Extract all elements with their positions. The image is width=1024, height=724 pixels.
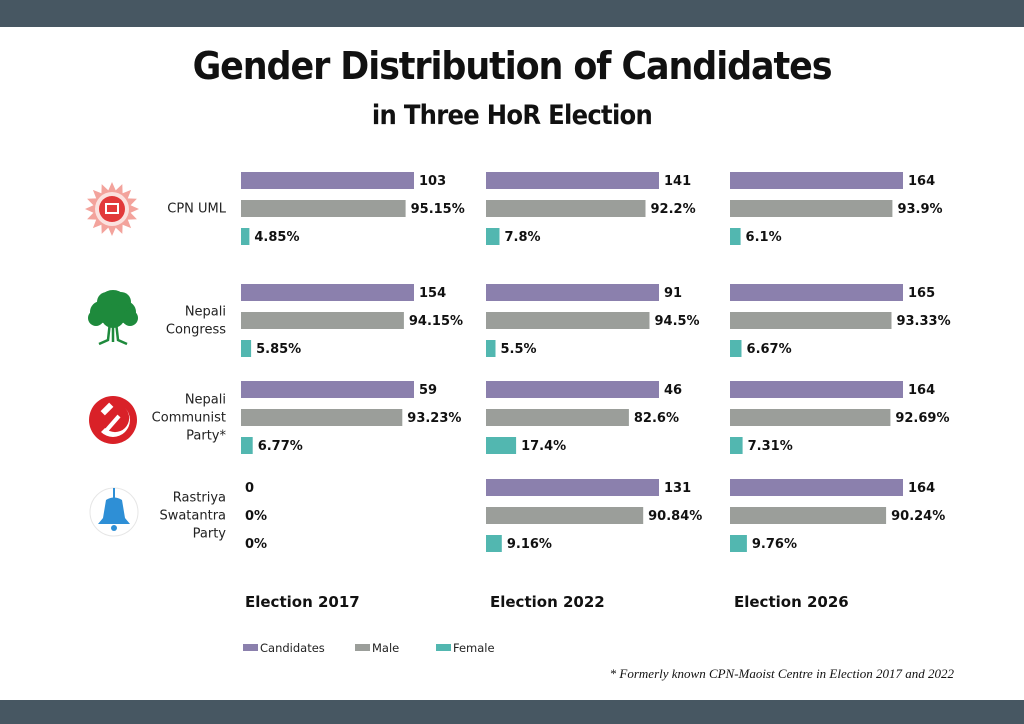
bar-female <box>241 228 250 245</box>
party-name-label: Rastriya <box>173 491 226 506</box>
bar-candidates <box>241 172 414 189</box>
bar-female <box>486 535 502 552</box>
value-label-candidates: 91 <box>664 286 682 301</box>
bar-female <box>486 437 517 454</box>
footnote: * Formerly known CPN-Maoist Centre in El… <box>609 666 954 681</box>
bar-candidates <box>730 172 903 189</box>
value-label-male: 92.2% <box>651 202 696 217</box>
party-name-label: Congress <box>166 323 226 338</box>
value-label-candidates: 0 <box>245 481 254 496</box>
value-label-female: 6.77% <box>258 439 303 454</box>
bar-female <box>486 340 496 357</box>
congress-tree-logo-icon <box>88 290 138 346</box>
value-label-female: 5.5% <box>501 342 537 357</box>
uml-sun-logo-icon <box>85 182 139 236</box>
value-label-candidates: 165 <box>908 286 935 301</box>
bar-candidates <box>730 284 903 301</box>
party-name-label: Swatantra <box>159 509 226 524</box>
value-label-female: 5.85% <box>256 342 301 357</box>
legend-label-candidates: Candidates <box>260 641 325 655</box>
value-label-male: 90.24% <box>891 509 945 524</box>
value-label-candidates: 103 <box>419 174 446 189</box>
bar-male <box>241 312 404 329</box>
legend-swatch-female <box>436 644 451 651</box>
value-label-male: 90.84% <box>648 509 702 524</box>
value-label-male: 0% <box>245 509 267 524</box>
value-label-male: 95.15% <box>411 202 465 217</box>
election-column-label: Election 2022 <box>490 593 605 611</box>
chart-subtitle: in Three HoR Election <box>371 100 653 131</box>
bar-male <box>241 200 406 217</box>
value-label-female: 6.1% <box>746 230 782 245</box>
value-label-male: 93.23% <box>407 411 461 426</box>
legend-label-male: Male <box>372 641 399 655</box>
value-label-candidates: 141 <box>664 174 691 189</box>
bar-candidates <box>486 284 659 301</box>
value-label-male: 94.15% <box>409 314 463 329</box>
bar-female <box>730 535 747 552</box>
value-label-male: 92.69% <box>895 411 949 426</box>
bottom-band <box>0 700 1024 724</box>
value-label-candidates: 164 <box>908 174 935 189</box>
bar-male <box>241 409 403 426</box>
legend-swatch-candidates <box>243 644 258 651</box>
value-label-candidates: 46 <box>664 383 682 398</box>
bar-male <box>486 409 629 426</box>
value-label-male: 82.6% <box>634 411 679 426</box>
bar-male <box>730 200 893 217</box>
party-name-label: Party* <box>186 429 226 444</box>
bar-male <box>730 507 887 524</box>
legend-label-female: Female <box>453 641 495 655</box>
bar-female <box>730 228 741 245</box>
value-label-candidates: 164 <box>908 481 935 496</box>
bar-candidates <box>730 479 903 496</box>
value-label-candidates: 164 <box>908 383 935 398</box>
value-label-male: 93.33% <box>896 314 950 329</box>
bar-female <box>241 437 253 454</box>
value-label-female: 0% <box>245 537 267 552</box>
bar-male <box>730 312 892 329</box>
party-name-label: Nepali <box>185 305 226 320</box>
value-label-candidates: 131 <box>664 481 691 496</box>
bar-candidates <box>486 381 659 398</box>
value-label-female: 9.16% <box>507 537 552 552</box>
bar-female <box>241 340 252 357</box>
top-band <box>0 0 1024 27</box>
party-name-label: Communist <box>152 411 226 426</box>
bar-candidates <box>241 284 414 301</box>
value-label-female: 4.85% <box>254 230 299 245</box>
election-column-label: Election 2026 <box>734 593 849 611</box>
bar-candidates <box>486 479 659 496</box>
value-label-female: 7.31% <box>748 439 793 454</box>
bar-male <box>486 507 644 524</box>
value-label-female: 6.67% <box>747 342 792 357</box>
value-label-female: 17.4% <box>521 439 566 454</box>
party-name-label: CPN UML <box>167 202 227 217</box>
value-label-male: 94.5% <box>654 314 699 329</box>
bar-candidates <box>730 381 903 398</box>
value-label-candidates: 154 <box>419 286 446 301</box>
value-label-female: 7.8% <box>504 230 540 245</box>
hammer-sickle-logo-icon <box>89 396 137 444</box>
bar-candidates <box>241 381 414 398</box>
party-name-label: Party <box>193 527 227 542</box>
election-column-label: Election 2017 <box>245 593 360 611</box>
bar-candidates <box>486 172 659 189</box>
chart-title: Gender Distribution of Candidates <box>192 44 833 88</box>
bar-female <box>486 228 500 245</box>
value-label-candidates: 59 <box>419 383 437 398</box>
bar-female <box>730 340 742 357</box>
bar-male <box>730 409 891 426</box>
bar-female <box>730 437 743 454</box>
bell-logo-icon <box>89 487 139 537</box>
bar-male <box>486 200 646 217</box>
value-label-female: 9.76% <box>752 537 797 552</box>
bar-male <box>486 312 650 329</box>
value-label-male: 93.9% <box>897 202 942 217</box>
party-name-label: Nepali <box>185 393 226 408</box>
legend-swatch-male <box>355 644 370 651</box>
